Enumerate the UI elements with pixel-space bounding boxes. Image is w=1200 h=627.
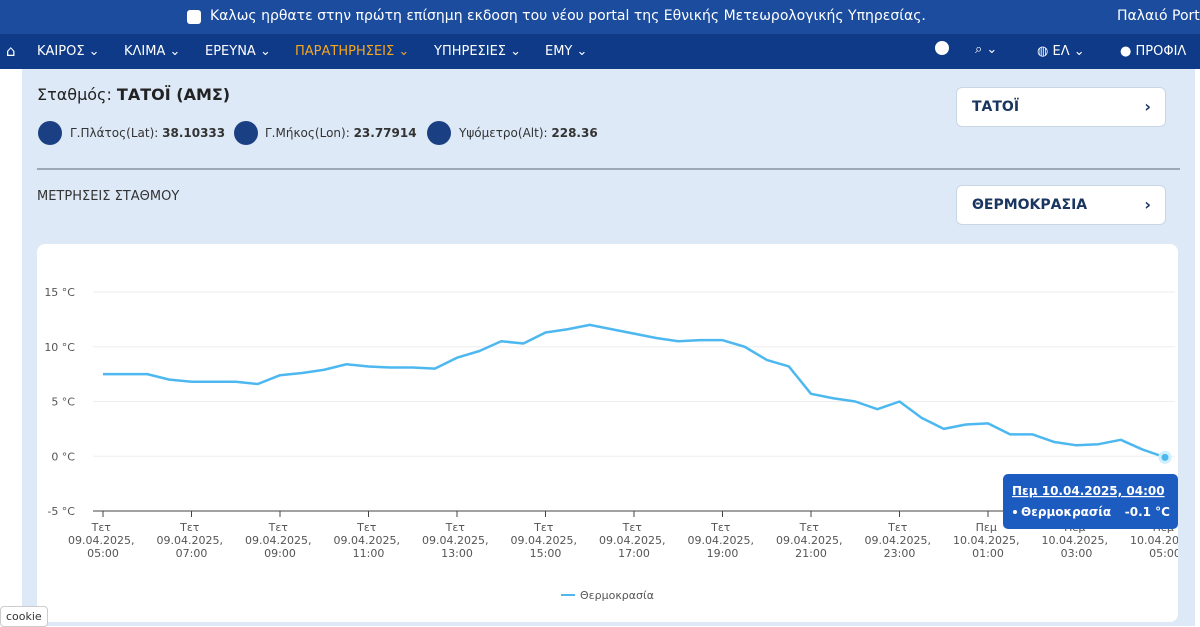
y-tick-label: 5 °C	[51, 396, 75, 409]
y-tick-label: 10 °C	[44, 341, 75, 354]
cookie-button[interactable]: cookie	[0, 606, 48, 627]
nav-item[interactable]: ΥΠΗΡΕΣΙΕΣ ⌄	[434, 44, 522, 59]
highlight-point	[1158, 450, 1172, 464]
profile-text: ΠΡΟΦΙΛ	[1135, 44, 1187, 59]
home-icon[interactable]: ⌂	[6, 42, 16, 60]
tooltip-series: Θερμοκρασία	[1021, 505, 1111, 519]
tooltip-value: -0.1 °C	[1125, 505, 1170, 519]
banner-text: Καλως ηρθατε στην πρώτη επίσημη εκδοση τ…	[210, 8, 926, 24]
lon-value: 23.77914	[353, 126, 417, 140]
old-portal-link[interactable]: Παλαιό Port	[1117, 8, 1200, 24]
station-title: Σταθμός: ΤΑΤΟΪ (ΑΜΣ)	[37, 85, 230, 104]
nav-item[interactable]: ΚΑΙΡΟΣ ⌄	[37, 44, 100, 59]
nav-item-text: ΕΡΕΥΝΑ	[205, 44, 256, 59]
nav-item[interactable]: ΚΛΙΜΑ ⌄	[124, 44, 181, 59]
lon-label: Γ.Μήκος(Lon):	[265, 126, 350, 140]
x-tick-label: Τετ 09.04.2025, 13:00	[422, 521, 492, 560]
nav-item-text: ΥΠΗΡΕΣΙΕΣ	[434, 44, 507, 59]
tooltip-box	[1003, 474, 1178, 529]
station-select-text: ΤΑΤΟΪ	[972, 99, 1020, 115]
x-tick-label: Τετ 09.04.2025, 09:00	[245, 521, 315, 560]
nav-item-text: ΚΛΙΜΑ	[124, 44, 166, 59]
alt-value: 228.36	[551, 126, 598, 140]
station-name: ΤΑΤΟΪ (ΑΜΣ)	[116, 85, 231, 104]
lat-icon	[38, 121, 62, 145]
chart-card: -5 °C 0 °C 5 °C 10 °C 15 °C Τετ 09.04.2025, 0…	[37, 244, 1200, 622]
nav-item-text: ΠΑΡΑΤΗΡΗΣΕΙΣ	[295, 44, 395, 59]
lon: Γ.Μήκος(Lon): 23.77914	[265, 126, 417, 140]
tooltip: Πεμ 10.04.2025, 04:00 Θερμοκρασία -0.1 °C	[1003, 474, 1178, 529]
chart: -5 °C 0 °C 5 °C 10 °C 15 °C Τετ 09.04.2025, 0…	[44, 286, 1200, 602]
nav-item[interactable]: ΕΜΥ ⌄	[545, 44, 588, 59]
y-tick-label: 0 °C	[51, 450, 75, 463]
alert-icon[interactable]	[935, 41, 949, 55]
banner: Καλως ηρθατε στην πρώτη επίσημη εκδοση τ…	[0, 0, 1200, 34]
nav-item-text: ΚΑΙΡΟΣ	[37, 44, 85, 59]
x-tick-label: Τετ 09.04.2025, 07:00	[157, 521, 227, 560]
temperature-line	[103, 323, 1166, 459]
x-tick-label: Τετ 09.04.2025, 17:00	[599, 521, 669, 560]
profile[interactable]: ● ΠΡΟΦΙΛ	[1120, 44, 1187, 59]
search-icon[interactable]: ⌕ ⌄	[975, 42, 998, 57]
lat-label: Γ.Πλάτος(Lat):	[70, 126, 159, 140]
nav-item[interactable]: ΠΑΡΑΤΗΡΗΣΕΙΣ ⌄	[295, 44, 410, 59]
x-tick-label: Τετ 09.04.2025, 15:00	[511, 521, 581, 560]
measurement-select[interactable]: ΘΕΡΜΟΚΡΑΣΙΑ ›	[956, 185, 1166, 225]
x-tick-label: Τετ 09.04.2025, 19:00	[688, 521, 758, 560]
nav-item-text: ΕΜΥ	[545, 44, 573, 59]
nav-item[interactable]: ΕΡΕΥΝΑ ⌄	[205, 44, 271, 59]
x-tick-label: Τετ 09.04.2025, 21:00	[776, 521, 846, 560]
station-label: Σταθμός:	[37, 85, 112, 104]
x-tick-label: Τετ 09.04.2025, 05:00	[68, 521, 138, 560]
language[interactable]: ◍ ΕΛ ⌄	[1037, 44, 1085, 59]
tooltip-dot	[1013, 510, 1017, 514]
info-icon	[187, 10, 201, 24]
language-text: ΕΛ	[1052, 44, 1070, 59]
x-tick-label: Πεμ 10.04.2025, 01:00	[953, 521, 1023, 560]
nav-bar: ⌂ ΚΑΙΡΟΣ ⌄ ΚΛΙΜΑ ⌄ ΕΡΕΥΝΑ ⌄ ΠΑΡΑΤΗΡΗΣΕΙΣ ⌄ Υ…	[0, 34, 1200, 69]
divider	[37, 168, 1180, 170]
x-tick-label: Τετ 09.04.2025, 11:00	[334, 521, 404, 560]
alt: Υψόμετρο(Alt): 228.36	[459, 126, 598, 140]
tooltip-title: Πεμ 10.04.2025, 04:00	[1012, 484, 1165, 498]
legend-label: Θερμοκρασία	[580, 589, 654, 602]
lat-value: 38.10333	[162, 126, 226, 140]
measurement-select-text: ΘΕΡΜΟΚΡΑΣΙΑ	[972, 197, 1088, 213]
x-tick-label: Τετ 09.04.2025, 23:00	[865, 521, 935, 560]
alt-label: Υψόμετρο(Alt):	[459, 126, 548, 140]
station-select[interactable]: ΤΑΤΟΪ ›	[956, 87, 1166, 127]
alt-icon	[427, 121, 451, 145]
measurements-title: ΜΕΤΡΗΣΕΙΣ ΣΤΑΘΜΟΥ	[37, 189, 180, 204]
lon-icon	[234, 121, 258, 145]
lat: Γ.Πλάτος(Lat): 38.10333	[70, 126, 225, 140]
y-tick-label: -5 °C	[47, 505, 75, 518]
y-tick-label: 15 °C	[44, 286, 75, 299]
